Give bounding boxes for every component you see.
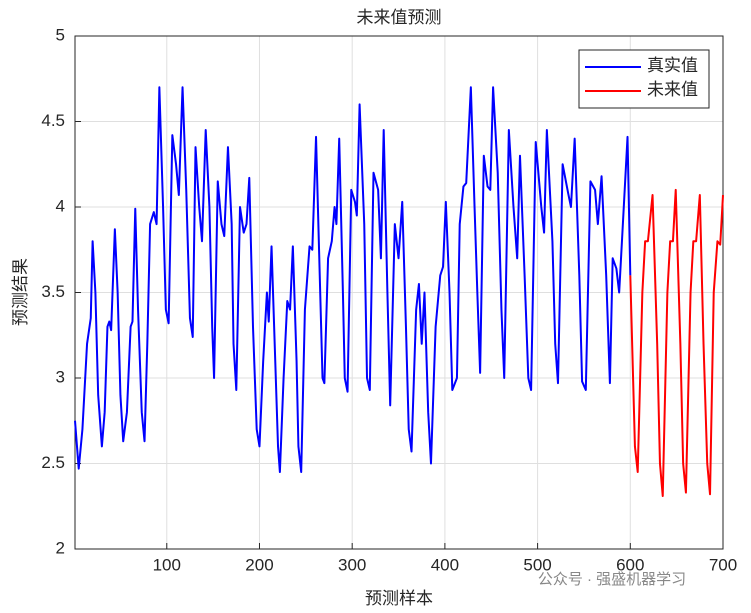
legend-box (578, 49, 710, 109)
y-axis-label: 预测结果 (11, 258, 30, 326)
x-tick-label: 500 (523, 555, 551, 574)
y-tick-label: 4.5 (41, 111, 65, 130)
x-tick-label: 100 (153, 555, 181, 574)
x-tick-label: 300 (338, 555, 366, 574)
series-line (629, 188, 724, 497)
y-tick-label: 2.5 (41, 453, 65, 472)
y-tick-label: 3 (56, 367, 65, 386)
y-tick-label: 2 (56, 538, 65, 557)
series-line (74, 86, 632, 474)
legend-label: 未来值 (647, 80, 698, 99)
watermark: 公众号 · 强盛机器学习 (538, 571, 686, 588)
y-tick-label: 5 (56, 25, 65, 44)
y-tick-label: 3.5 (41, 282, 65, 301)
x-axis-label: 预测样本 (365, 589, 433, 608)
axes-frame (74, 35, 724, 550)
chart-title: 未来值预测 (357, 8, 442, 27)
x-tick-label: 200 (245, 555, 273, 574)
x-tick-label: 700 (709, 555, 737, 574)
x-tick-label: 400 (431, 555, 459, 574)
legend-label: 真实值 (647, 56, 698, 75)
x-tick-label: 600 (616, 555, 644, 574)
y-tick-label: 4 (56, 196, 65, 215)
